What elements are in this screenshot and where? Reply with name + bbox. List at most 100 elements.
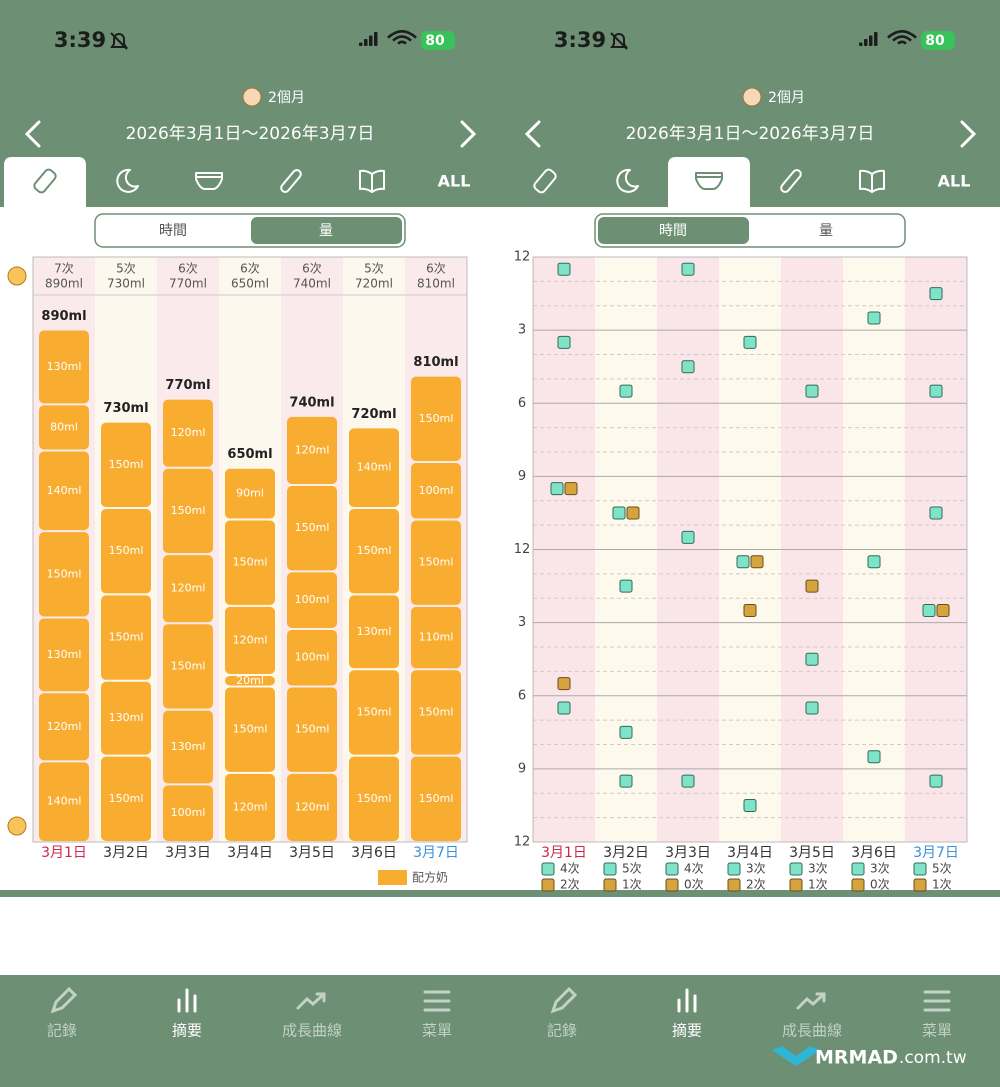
bottle-icon — [33, 168, 57, 194]
bar-segment — [287, 572, 337, 628]
prev-arrow[interactable] — [24, 120, 41, 148]
point — [619, 579, 633, 593]
toggle-option[interactable]: 量 — [819, 223, 833, 239]
tab[interactable]: ALL — [438, 172, 471, 191]
bar-segment — [349, 428, 399, 508]
bar-segment — [411, 756, 461, 841]
count-label: 7次 — [54, 262, 74, 276]
watermark-brand: MRMAD — [815, 1047, 898, 1069]
signal-bar — [369, 35, 373, 46]
nav-item[interactable]: 菜單 — [922, 990, 952, 1040]
plot-frame — [532, 256, 968, 843]
count-label: 5次 — [932, 862, 952, 876]
segment-label: 150ml — [419, 412, 454, 425]
toggle-option[interactable]: 時間 — [659, 223, 687, 239]
tab[interactable] — [359, 169, 385, 193]
tab[interactable] — [616, 168, 639, 193]
point — [805, 701, 819, 715]
plot-frame — [32, 256, 468, 843]
y-tick-label: 9 — [518, 761, 526, 776]
nav-item[interactable]: 成長曲線 — [282, 992, 342, 1040]
x-tick-label: 3月5日 — [789, 845, 835, 861]
toggle-option[interactable]: 量 — [319, 223, 333, 239]
point — [681, 530, 695, 544]
x-tick-label: 3月6日 — [351, 845, 397, 861]
y-tick-label: 3 — [518, 323, 526, 338]
total-label: 770ml — [165, 378, 210, 393]
wifi-arc — [897, 40, 907, 45]
book-icon — [859, 169, 885, 193]
segment-label: 120ml — [171, 582, 206, 595]
pencil-icon — [50, 986, 78, 1014]
nav-item[interactable]: 摘要 — [672, 988, 702, 1040]
point — [743, 798, 757, 812]
baby-icon — [742, 87, 762, 107]
nav-item[interactable]: 成長曲線 — [782, 992, 842, 1040]
bar-segment — [163, 710, 213, 784]
nav-item[interactable]: 記錄 — [547, 986, 578, 1040]
bar-segment — [349, 756, 399, 841]
bar-segment — [287, 629, 337, 686]
nav-label: 成長曲線 — [282, 1022, 342, 1040]
bar-segment — [349, 670, 399, 755]
next-arrow[interactable] — [460, 120, 477, 148]
segment-label: 150ml — [233, 556, 268, 569]
bar-segment — [349, 595, 399, 669]
bar-segment — [225, 606, 275, 675]
count-label: 2次 — [560, 878, 580, 892]
tab[interactable] — [33, 168, 58, 194]
count-label: 2次 — [746, 878, 766, 892]
baby-icon — [242, 87, 262, 107]
nav-item[interactable]: 菜單 — [422, 990, 452, 1040]
status-time: 3:39 — [54, 28, 106, 52]
point — [929, 506, 943, 520]
x-tick-label: 3月7日 — [913, 845, 959, 861]
segment-label: 150ml — [47, 567, 82, 580]
signal-bar — [859, 42, 863, 46]
point — [736, 555, 750, 569]
battery — [921, 31, 955, 50]
wifi-arc — [887, 30, 917, 39]
prev-arrow[interactable] — [524, 120, 541, 148]
count-label: 3次 — [808, 862, 828, 876]
toggle-option[interactable]: 時間 — [159, 223, 187, 239]
wifi-arc — [397, 40, 407, 45]
x-tick-label: 3月1日 — [41, 845, 87, 861]
bottle-marker — [7, 816, 27, 836]
bar-segment — [225, 687, 275, 772]
tab[interactable] — [195, 172, 223, 190]
count-label: 4次 — [560, 862, 580, 876]
tab[interactable]: ALL — [938, 172, 971, 191]
status-time: 3:39 — [554, 28, 606, 52]
tab[interactable] — [780, 168, 803, 193]
x-tick-label: 3月4日 — [227, 845, 273, 861]
divider — [0, 890, 1000, 897]
count-swatch — [851, 878, 865, 892]
total-label: 650ml — [227, 447, 272, 462]
bar-segment — [287, 773, 337, 841]
active-tab — [668, 157, 750, 207]
bar-segment — [411, 606, 461, 669]
next-arrow[interactable] — [960, 120, 977, 148]
segment-label: 150ml — [357, 792, 392, 805]
tab[interactable] — [280, 168, 303, 193]
bar-segment — [225, 676, 275, 686]
bottle-marker — [7, 266, 27, 286]
y-tick-label: 12 — [514, 542, 531, 557]
date-range: 2026年3月1日～2026年3月7日 — [126, 124, 375, 144]
tab[interactable] — [859, 169, 885, 193]
point — [681, 774, 695, 788]
tab[interactable] — [533, 168, 558, 194]
x-tick-label: 3月3日 — [165, 845, 211, 861]
point — [922, 603, 936, 617]
bar-segment — [101, 595, 151, 680]
tab[interactable] — [695, 172, 723, 190]
signal-bar — [364, 39, 368, 46]
segment-label: 120ml — [47, 720, 82, 733]
book-icon — [359, 169, 385, 193]
tab[interactable] — [116, 168, 139, 193]
nav-item[interactable]: 摘要 — [172, 988, 202, 1040]
segment-label: 100ml — [295, 593, 330, 606]
nav-item[interactable]: 記錄 — [47, 986, 78, 1040]
